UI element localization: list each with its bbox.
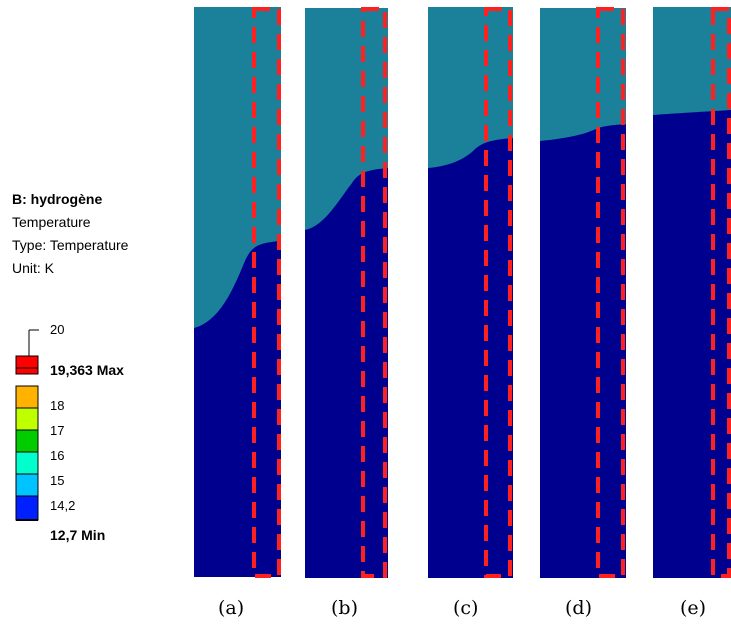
- scale-swatch-red-max: [15, 367, 39, 375]
- panel-e-highlight-box: [711, 7, 731, 578]
- caption-b: (b): [331, 597, 358, 619]
- color-scale: 20 19,363 Max 18 17 16 15 14,2 12,7 Min: [12, 320, 152, 545]
- panel-b-cold-region: [305, 168, 388, 578]
- panel-d: [540, 7, 626, 578]
- scale-label-15: 15: [50, 473, 65, 488]
- panel-a-highlight-box: [252, 7, 281, 578]
- panel-c: [428, 7, 513, 578]
- panel-d-highlight-box: [596, 7, 625, 578]
- caption-c: (c): [453, 597, 479, 619]
- panel-a: [194, 7, 281, 578]
- legend-info: B: hydrogène Temperature Type: Temperatu…: [12, 188, 128, 280]
- caption-d: (d): [565, 597, 592, 619]
- legend-line-type: Type: Temperature: [12, 237, 129, 253]
- legend-title: B: hydrogène: [12, 191, 103, 207]
- scale-label-18: 18: [50, 398, 65, 413]
- scale-label-17: 17: [50, 423, 65, 438]
- panel-b-highlight-box: [361, 7, 387, 578]
- color-scale-bar: [15, 329, 39, 521]
- caption-a: (a): [218, 597, 245, 619]
- scale-label-max: 19,363 Max: [50, 362, 124, 378]
- scale-label-top: 20: [50, 322, 65, 337]
- panel-a-cold-region: [194, 241, 281, 577]
- scale-label-14-2: 14,2: [50, 498, 76, 513]
- caption-e: (e): [680, 597, 707, 619]
- panel-d-cold-region: [540, 124, 626, 578]
- legend-line-quantity: Temperature: [12, 214, 91, 230]
- panel-e-cold-region: [653, 110, 731, 578]
- panel-c-highlight-box: [484, 7, 512, 578]
- panel-c-cold-region: [428, 138, 513, 578]
- scale-label-16: 16: [50, 448, 65, 463]
- panel-e: [653, 7, 731, 578]
- panel-b: [305, 7, 388, 578]
- legend-line-unit: Unit: K: [12, 260, 55, 276]
- scale-label-min: 12,7 Min: [50, 527, 106, 543]
